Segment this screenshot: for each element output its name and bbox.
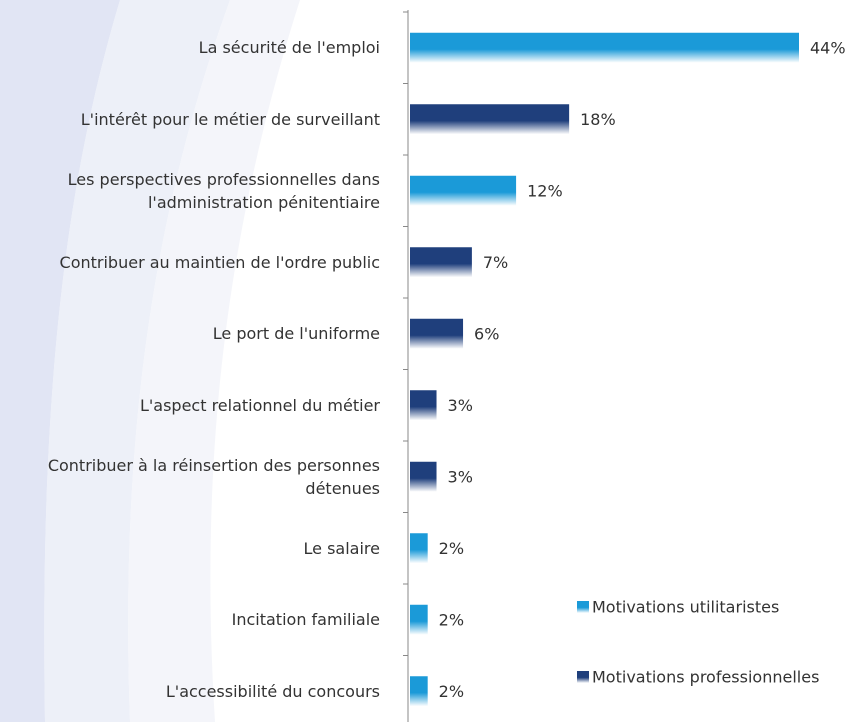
value-label: 12%: [527, 181, 563, 200]
legend-swatch: [577, 671, 589, 683]
category-label: L'accessibilité du concours: [0, 661, 380, 721]
category-label: L'aspect relationnel du métier: [0, 375, 380, 435]
bar: [410, 104, 569, 134]
value-label: 3%: [448, 467, 473, 486]
bar: [410, 176, 516, 206]
value-label: 44%: [810, 38, 846, 57]
value-label: 7%: [483, 253, 508, 272]
bar: [410, 33, 799, 63]
category-label: L'intérêt pour le métier de surveillant: [0, 89, 380, 149]
value-label: 3%: [448, 396, 473, 415]
legend-swatch: [577, 601, 589, 613]
category-label: Les perspectives professionnelles dans l…: [0, 161, 380, 221]
value-label: 6%: [474, 324, 499, 343]
category-label: Le salaire: [0, 518, 380, 578]
value-label: 2%: [439, 682, 464, 701]
bar: [410, 676, 428, 706]
legend-label: Motivations professionnelles: [592, 668, 819, 687]
value-label: 2%: [439, 610, 464, 629]
category-label: Le port de l'uniforme: [0, 304, 380, 364]
legend-label: Motivations utilitaristes: [592, 598, 779, 617]
category-label: Contribuer à la réinsertion des personne…: [0, 447, 380, 507]
bar: [410, 247, 472, 277]
chart: 44% 18% 12% 7% 6% 3% 3% 2% 2% 2% Motivations utili…: [0, 0, 851, 722]
value-label: 2%: [439, 539, 464, 558]
value-label: 18%: [580, 110, 616, 129]
category-label: Incitation familiale: [0, 590, 380, 650]
bar: [410, 390, 437, 420]
bar: [410, 319, 463, 349]
category-label: La sécurité de l'emploi: [0, 18, 380, 78]
bar: [410, 605, 428, 635]
bar: [410, 533, 428, 563]
category-label: Contribuer au maintien de l'ordre public: [0, 232, 380, 292]
bar: [410, 462, 437, 492]
